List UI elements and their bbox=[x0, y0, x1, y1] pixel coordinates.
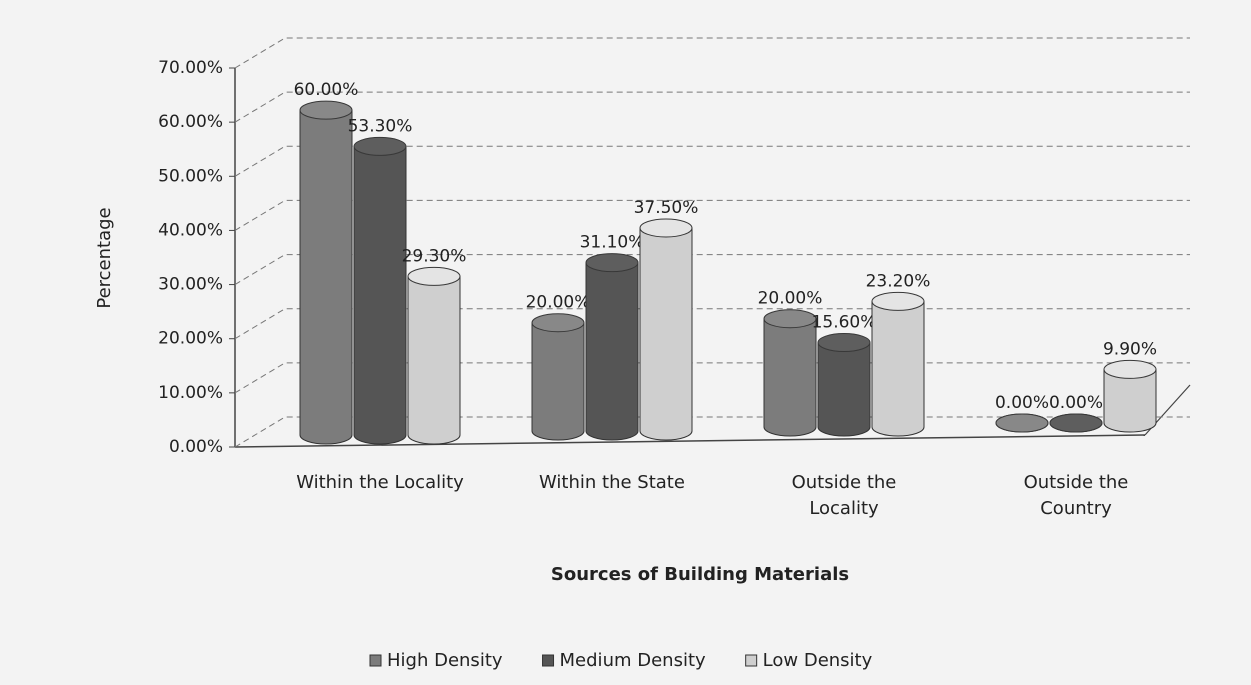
data-label: 0.00% bbox=[1049, 393, 1103, 413]
bar bbox=[995, 413, 1049, 433]
bar bbox=[817, 333, 871, 437]
x-axis-label: Sources of Building Materials bbox=[551, 564, 849, 585]
x-tick-label: Outside the Locality bbox=[791, 472, 897, 519]
y-tick-label: 50.00% bbox=[158, 166, 223, 186]
y-tick-label: 30.00% bbox=[158, 275, 223, 295]
y-axis-label: Percentage bbox=[94, 207, 115, 308]
data-label: 9.90% bbox=[1103, 339, 1157, 359]
data-label: 31.10% bbox=[580, 233, 645, 253]
legend-label: Medium Density bbox=[560, 650, 706, 671]
bar bbox=[1049, 413, 1103, 433]
legend-swatch bbox=[369, 654, 382, 667]
grid-line bbox=[234, 199, 1190, 231]
legend-swatch bbox=[745, 654, 758, 667]
grid-line bbox=[234, 37, 1190, 69]
data-label: 20.00% bbox=[526, 293, 591, 313]
legend-swatch bbox=[542, 654, 555, 667]
data-label: 60.00% bbox=[294, 80, 359, 100]
bar bbox=[871, 291, 925, 437]
bar bbox=[1103, 359, 1157, 433]
bar bbox=[353, 136, 407, 445]
data-label: 29.30% bbox=[402, 246, 467, 266]
data-label: 37.50% bbox=[634, 198, 699, 218]
legend-label: Low Density bbox=[763, 650, 873, 671]
data-label: 23.20% bbox=[866, 271, 931, 291]
data-label: 15.60% bbox=[812, 313, 877, 333]
bar bbox=[585, 253, 639, 441]
grid-line bbox=[234, 91, 1190, 123]
y-tick-label: 60.00% bbox=[158, 112, 223, 132]
floor-front bbox=[234, 434, 1146, 448]
y-tick-label: 10.00% bbox=[158, 383, 223, 403]
y-tick-label: 40.00% bbox=[158, 220, 223, 240]
y-tick-label: 20.00% bbox=[158, 329, 223, 349]
grid-line bbox=[234, 254, 1190, 285]
x-tick-label: Within the Locality bbox=[296, 472, 464, 493]
legend-label: High Density bbox=[387, 650, 503, 671]
x-tick-label: Outside the Country bbox=[1023, 472, 1129, 519]
bar bbox=[763, 309, 817, 437]
grid-line bbox=[234, 145, 1190, 177]
bar bbox=[299, 100, 353, 445]
bar bbox=[639, 218, 693, 441]
bar bbox=[531, 313, 585, 441]
bar bbox=[407, 266, 461, 445]
y-tick-label: 70.00% bbox=[158, 58, 223, 78]
data-label: 20.00% bbox=[758, 289, 823, 309]
data-label: 0.00% bbox=[995, 393, 1049, 413]
data-label: 53.30% bbox=[348, 116, 413, 136]
x-tick-label: Within the State bbox=[539, 472, 685, 493]
y-tick-label: 0.00% bbox=[169, 437, 223, 457]
